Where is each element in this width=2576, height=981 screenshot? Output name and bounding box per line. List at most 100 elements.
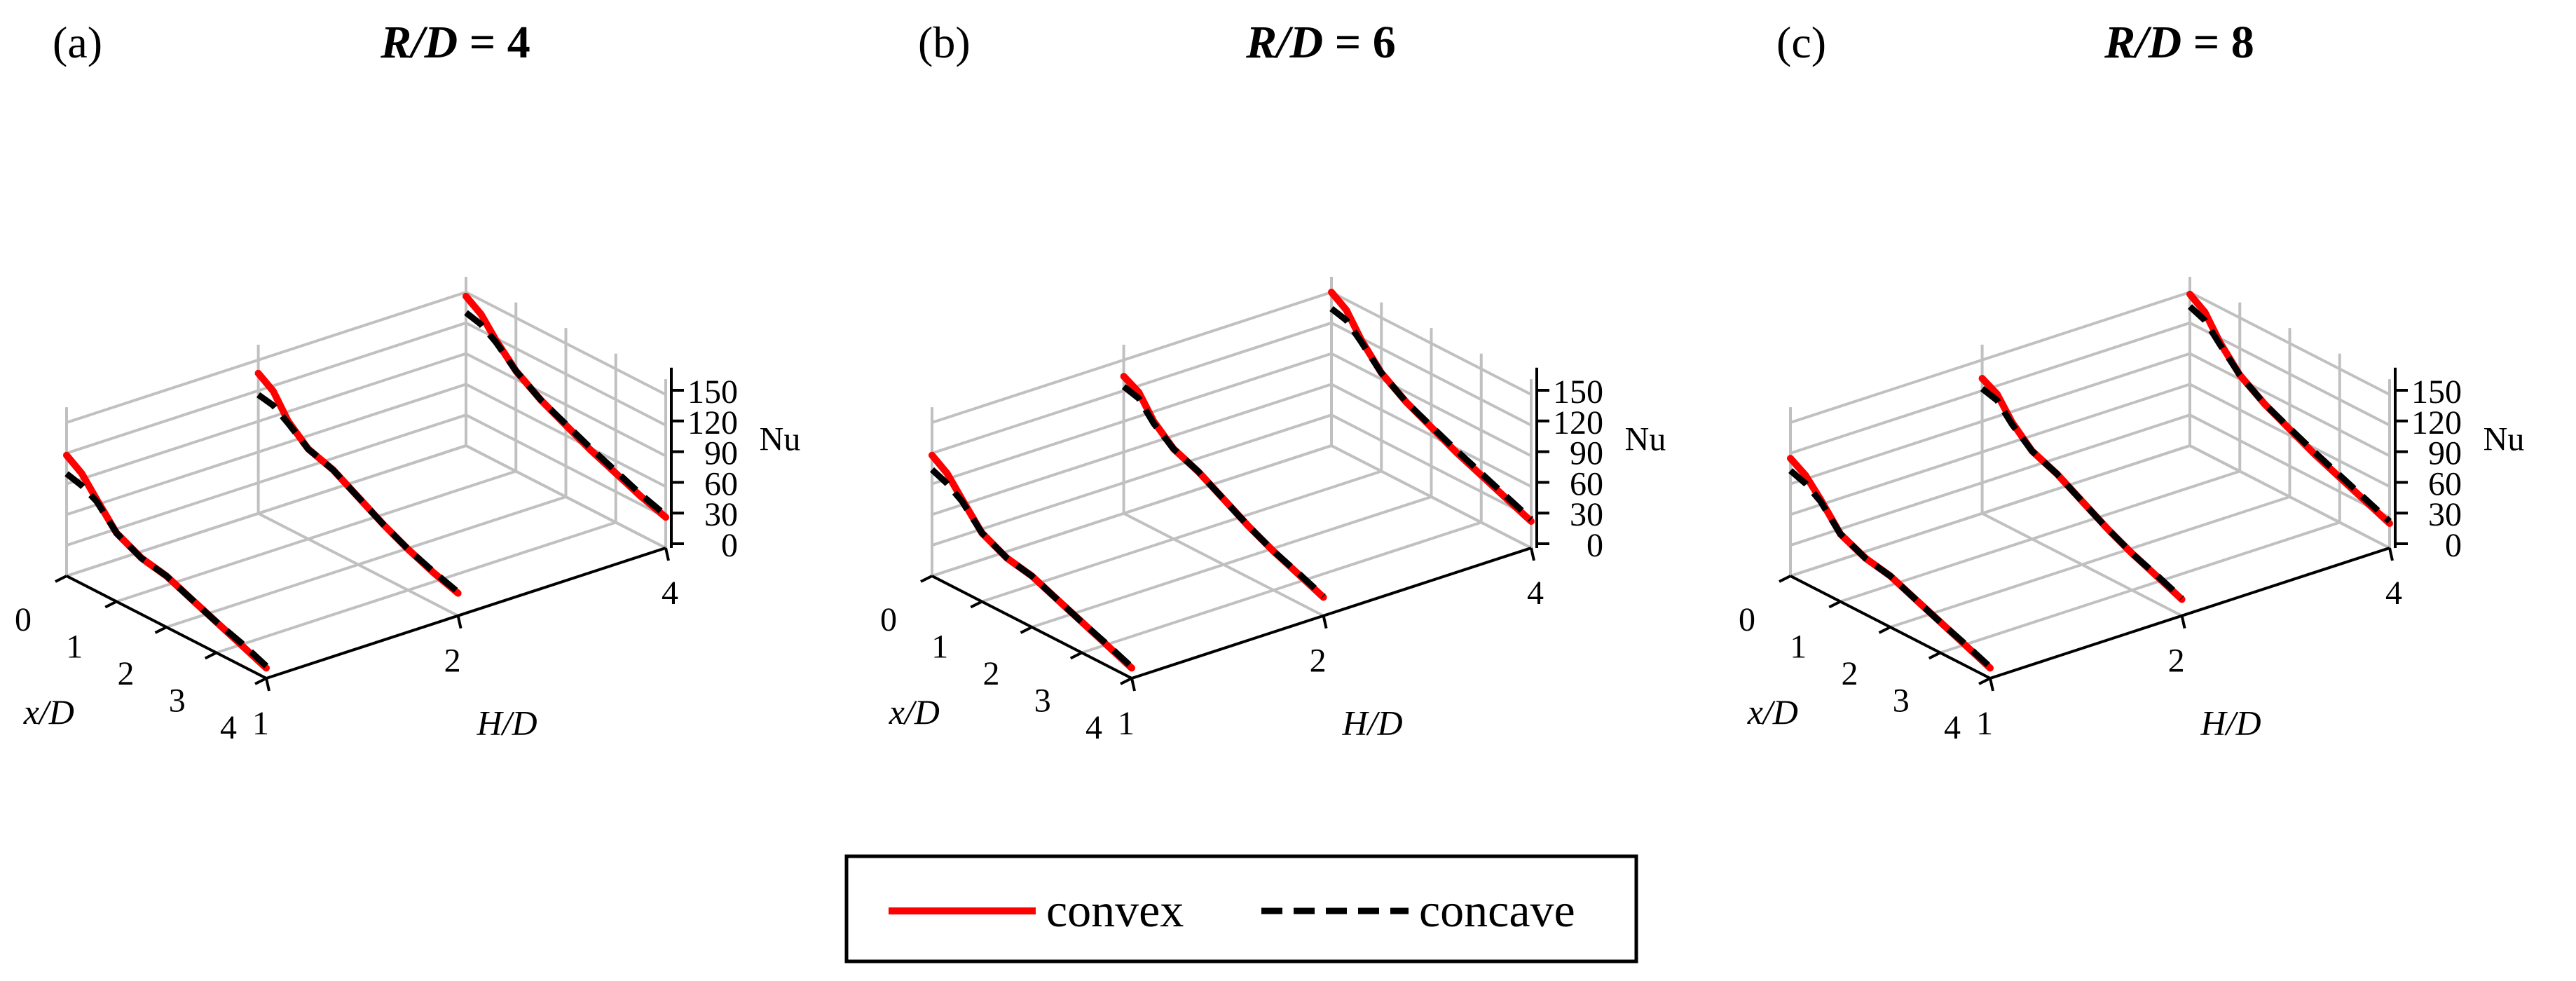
- x-tick-label: 0: [15, 601, 32, 638]
- nu-tick-label: 30: [1570, 496, 1603, 533]
- back-wall-grid: [1330, 277, 1533, 549]
- concave-line-hd1: [64, 471, 269, 668]
- hd-tick: [2388, 547, 2394, 561]
- hd-tick: [1130, 678, 1136, 692]
- x-axis-label: x/D: [1747, 692, 1798, 732]
- gridline: [1940, 521, 2341, 654]
- hd-tick-label: 2: [1310, 643, 1327, 680]
- hd-tick: [1322, 615, 1328, 629]
- x-tick: [1878, 626, 1891, 634]
- panel-label: (c): [1776, 18, 1826, 67]
- title-rest: = 8: [2181, 17, 2254, 68]
- gridline: [1839, 469, 2240, 603]
- x-tick: [1020, 626, 1033, 634]
- x-tick: [154, 626, 167, 634]
- hd-tick: [456, 615, 463, 629]
- gridline: [931, 352, 1332, 486]
- nu-tick-label: 90: [2428, 435, 2462, 472]
- x-tick: [1779, 575, 1791, 583]
- x-axis-label: x/D: [889, 692, 940, 732]
- gridline: [981, 469, 1382, 603]
- gridline: [465, 444, 666, 549]
- series-group: [1787, 290, 2393, 672]
- concave-line-hd1: [929, 467, 1135, 670]
- concave-line-hd2: [1121, 384, 1326, 599]
- x-tick: [1069, 651, 1083, 660]
- panel-label: (a): [53, 18, 102, 67]
- nu-tick-label: 150: [687, 373, 738, 411]
- x-tick-label: 4: [220, 709, 237, 746]
- gridline: [931, 291, 1332, 424]
- x-tick-label: 3: [169, 682, 186, 720]
- x-tick-label: 1: [66, 629, 83, 666]
- hd-axis-line: [1989, 547, 2390, 680]
- gridline: [1123, 512, 1324, 617]
- gridline: [1790, 291, 2191, 424]
- title-italic: R/D: [380, 17, 458, 68]
- x-tick: [1978, 677, 1991, 685]
- nu-tick-label: 0: [721, 527, 738, 564]
- hd-tick: [265, 678, 270, 692]
- x-tick-label: 0: [880, 601, 897, 638]
- title-italic: R/D: [1245, 17, 1323, 68]
- nu-tick-label: 120: [2411, 404, 2462, 441]
- hd-tick-label: 1: [1118, 705, 1135, 742]
- concave-line-hd4: [2187, 304, 2392, 524]
- hd-tick-label: 4: [1527, 575, 1544, 612]
- gridline: [66, 291, 467, 424]
- concave-line-hd4: [1329, 306, 1534, 522]
- concave-line-hd2: [1980, 386, 2184, 601]
- gridline: [1889, 495, 2291, 629]
- gridline: [66, 383, 467, 516]
- back-wall-grid: [2188, 277, 2391, 549]
- x-tick: [1928, 651, 1941, 660]
- nu-tick-label: 0: [2445, 527, 2462, 564]
- nu-tick-label: 150: [1553, 373, 1603, 411]
- nu-tick-label: 0: [1587, 527, 1603, 564]
- x-axis-label: x/D: [23, 692, 74, 732]
- x-tick: [1120, 677, 1132, 685]
- floor-grid: [66, 444, 666, 680]
- x-tick-label: 3: [1893, 682, 1910, 720]
- gridline: [1981, 512, 2183, 617]
- nu-axis-label: Nu: [2483, 421, 2525, 458]
- legend: convex concave: [844, 854, 1638, 963]
- hd-tick: [2180, 615, 2186, 629]
- series-group: [929, 289, 1535, 672]
- gridline: [66, 413, 467, 547]
- nu-tick-label: 30: [2428, 496, 2462, 533]
- gridline: [257, 512, 459, 617]
- title-italic: R/D: [2104, 17, 2181, 68]
- nu-tick-label: 120: [687, 404, 738, 441]
- x-tick-label: 2: [1842, 655, 1858, 692]
- x-tick: [920, 575, 933, 583]
- concave-line-hd1: [1788, 468, 1993, 670]
- nu-tick-label: 90: [1570, 435, 1603, 472]
- nu-tick-label: 60: [704, 465, 738, 502]
- x-tick-label: 1: [931, 629, 948, 666]
- hd-tick-label: 4: [2385, 575, 2402, 612]
- hd-axis-line: [1131, 547, 1532, 680]
- hd-tick-label: 1: [1976, 705, 1993, 742]
- gridline: [1790, 383, 2191, 516]
- left-wall-grid: [931, 277, 1333, 577]
- hd-tick-label: 4: [662, 575, 678, 612]
- hd-axis-label: H/D: [1342, 704, 1403, 743]
- gridline: [1081, 521, 1482, 654]
- hd-tick-label: 1: [252, 705, 269, 742]
- concave-line-hd4: [464, 310, 668, 518]
- back-wall-grid: [465, 277, 667, 549]
- x-tick-label: 0: [1739, 601, 1755, 638]
- nu-tick-label: 60: [2428, 465, 2462, 502]
- hd-tick-label: 2: [2168, 643, 2185, 680]
- panel-title: R/D = 4: [380, 17, 530, 68]
- panel-title: R/D = 6: [1245, 17, 1396, 68]
- gridline: [1031, 495, 1432, 629]
- x-tick: [970, 600, 983, 609]
- gridline: [1331, 444, 1532, 549]
- gridline: [66, 352, 467, 486]
